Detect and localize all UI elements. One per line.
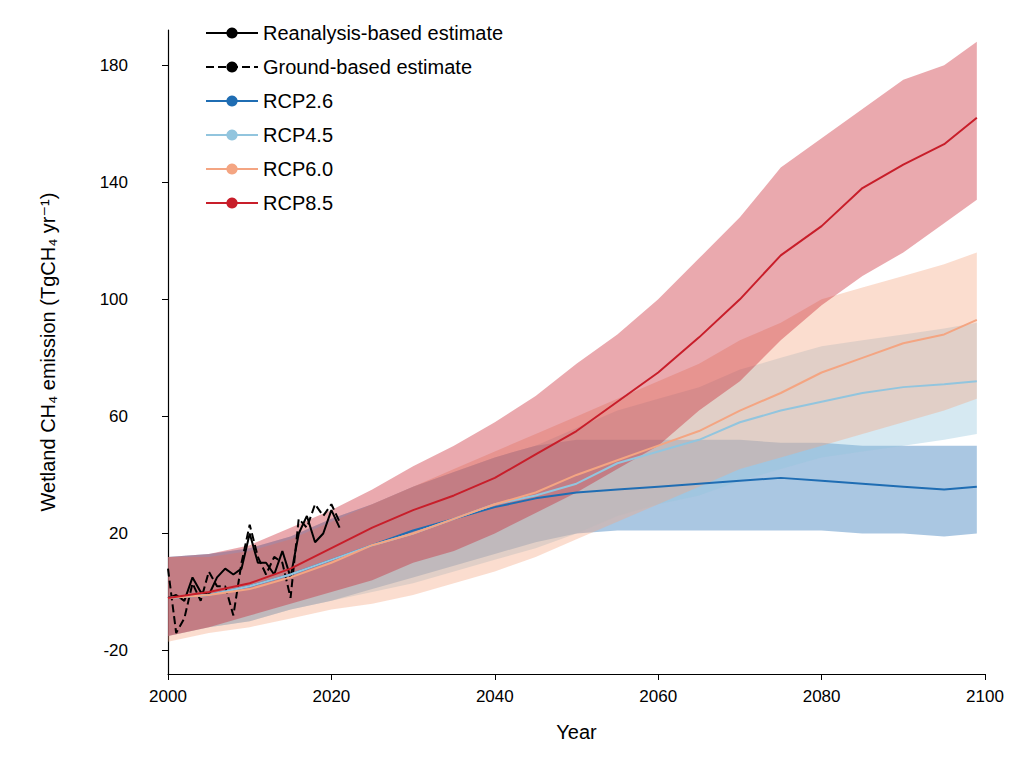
svg-text:2100: 2100 — [966, 687, 1004, 706]
svg-text:-20: -20 — [103, 641, 128, 660]
svg-text:20: 20 — [109, 524, 128, 543]
svg-text:RCP8.5: RCP8.5 — [263, 192, 333, 214]
svg-text:2080: 2080 — [803, 687, 841, 706]
svg-text:Ground-based estimate: Ground-based estimate — [263, 56, 472, 78]
svg-text:2040: 2040 — [476, 687, 514, 706]
svg-text:140: 140 — [100, 173, 128, 192]
svg-text:Reanalysis-based estimate: Reanalysis-based estimate — [263, 22, 503, 44]
svg-text:2020: 2020 — [312, 687, 350, 706]
svg-text:60: 60 — [109, 407, 128, 426]
svg-text:Wetland CH₄ emission (TgCH₄ yr: Wetland CH₄ emission (TgCH₄ yr⁻¹) — [37, 193, 59, 512]
svg-text:Year: Year — [556, 721, 597, 743]
svg-text:2060: 2060 — [639, 687, 677, 706]
svg-text:2000: 2000 — [149, 687, 187, 706]
svg-text:RCP4.5: RCP4.5 — [263, 124, 333, 146]
svg-text:RCP2.6: RCP2.6 — [263, 90, 333, 112]
svg-text:100: 100 — [100, 290, 128, 309]
svg-text:RCP6.0: RCP6.0 — [263, 158, 333, 180]
svg-text:180: 180 — [100, 56, 128, 75]
